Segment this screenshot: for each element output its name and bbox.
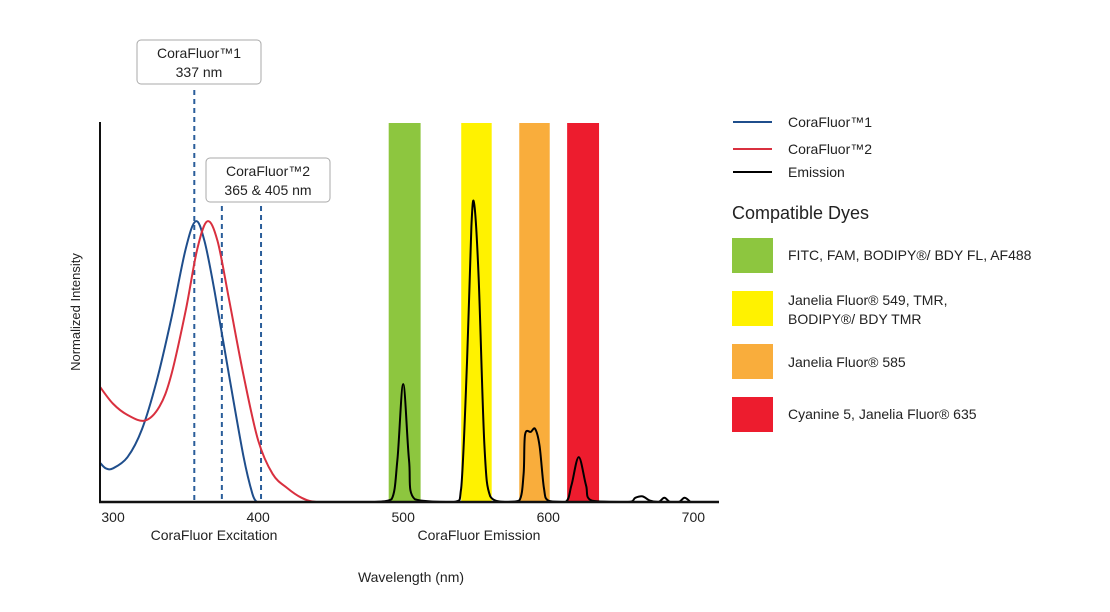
legend-label: CoraFluor™2: [788, 141, 872, 157]
x-axis-label: Wavelength (nm): [358, 569, 464, 585]
x-tick-label: 400: [246, 509, 270, 525]
dye-swatch-yellow: [732, 291, 773, 326]
series-line-0: [99, 220, 258, 503]
legend-label: Emission: [788, 164, 845, 180]
legend-title: Compatible Dyes: [732, 203, 869, 223]
annotation-value: 365 & 405 nm: [224, 182, 311, 198]
dye-swatch-red: [732, 397, 773, 432]
emission-sublabel: CoraFluor Emission: [418, 527, 541, 543]
series-line-1: [99, 220, 346, 503]
dye-label: FITC, FAM, BODIPY®/ BDY FL, AF488: [788, 247, 1032, 263]
dye-band-1: [461, 123, 492, 502]
x-tick-label: 600: [537, 509, 561, 525]
dye-swatch-green: [732, 238, 773, 273]
x-tick-label: 500: [392, 509, 416, 525]
legend-label: CoraFluor™1: [788, 114, 872, 130]
dye-label: BODIPY®/ BDY TMR: [788, 311, 922, 327]
dye-label: Janelia Fluor® 585: [788, 354, 906, 370]
annotation-value: 337 nm: [176, 64, 223, 80]
dye-label: Cyanine 5, Janelia Fluor® 635: [788, 406, 977, 422]
dye-label: Janelia Fluor® 549, TMR,: [788, 292, 947, 308]
dye-band-3: [567, 123, 600, 502]
annotation-corafluor1: CoraFluor™1 337 nm: [136, 39, 262, 85]
x-tick-label: 300: [101, 509, 125, 525]
excitation-sublabel: CoraFluor Excitation: [151, 527, 278, 543]
annotation-title: CoraFluor™1: [157, 45, 241, 61]
annotation-title: CoraFluor™2: [226, 163, 310, 179]
dye-swatch-orange: [732, 344, 773, 379]
dye-band-0: [388, 123, 421, 502]
x-tick-label: 700: [682, 509, 706, 525]
legend: CoraFluor™1 CoraFluor™2 Emission Compati…: [732, 114, 1032, 432]
annotation-corafluor2: CoraFluor™2 365 & 405 nm: [205, 157, 331, 203]
y-axis-label: Normalized Intensity: [68, 253, 83, 371]
